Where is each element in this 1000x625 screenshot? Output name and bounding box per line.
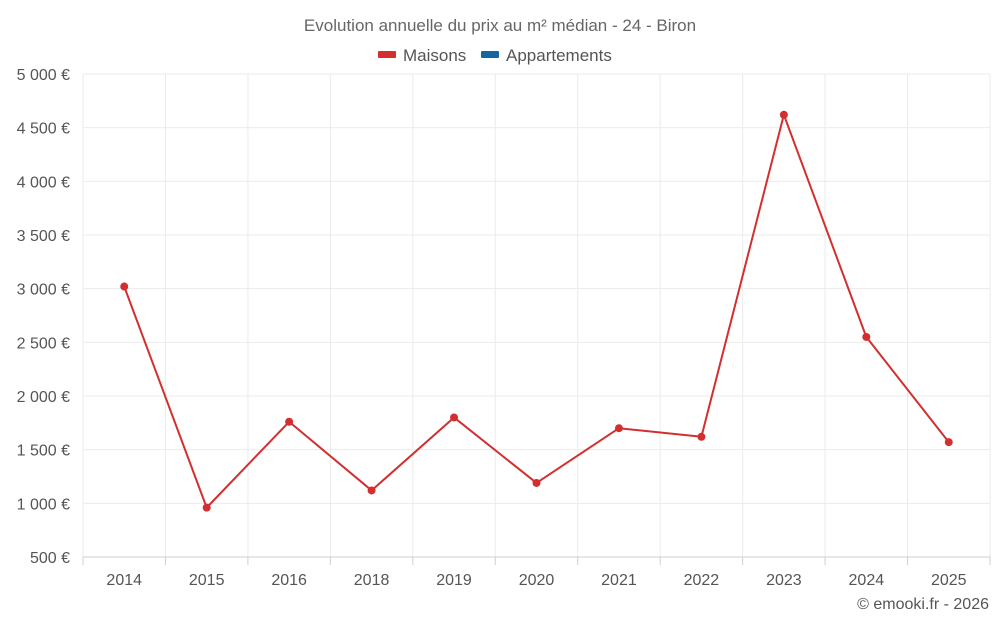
x-tick-label: 2020 [519,572,555,589]
y-tick-label: 1 000 € [17,496,70,513]
y-tick-label: 1 500 € [17,443,70,460]
x-axis-ticks: 2014 2015 2016 2018 2019 2020 2021 2022 2023 2024… [82,557,991,589]
x-tick-label: 2016 [271,572,307,589]
x-tick-label: 2014 [106,572,142,589]
data-point[interactable] [367,486,376,495]
x-tick-label: 2025 [931,572,967,589]
legend-swatch-maisons [378,51,396,58]
data-point[interactable] [697,432,706,441]
y-tick-label: 4 500 € [17,121,70,138]
y-tick-label: 500 € [30,550,70,567]
y-tick-label: 5 000 € [17,67,70,84]
y-tick-label: 3 000 € [17,282,70,299]
data-point[interactable] [862,332,871,341]
data-point[interactable] [944,438,953,447]
y-tick-label: 2 000 € [17,389,70,406]
x-tick-label: 2015 [189,572,225,589]
data-point[interactable] [120,282,129,291]
x-tick-label: 2018 [354,572,390,589]
data-point[interactable] [450,413,459,422]
x-tick-label: 2022 [684,572,720,589]
y-tick-label: 2 500 € [17,335,70,352]
x-grid [82,74,991,557]
legend: Maisons Appartements [378,46,612,65]
data-point[interactable] [285,417,294,426]
data-point[interactable] [202,503,211,512]
legend-label-appartements: Appartements [506,46,612,65]
credit-text: © emooki.fr - 2026 [857,596,989,613]
y-axis-ticks: 5 000 € 4 500 € 4 000 € 3 500 € 3 000 € 2 500… [17,67,70,567]
y-grid [83,73,990,504]
chart-title: Evolution annuelle du prix au m² médian … [304,16,696,35]
y-tick-label: 4 000 € [17,174,70,191]
legend-swatch-appartements [481,51,499,58]
data-point[interactable] [779,110,788,119]
legend-item-maisons[interactable]: Maisons [378,46,466,65]
series-maisons [120,110,953,512]
legend-label-maisons: Maisons [403,46,466,65]
x-tick-label: 2024 [849,572,885,589]
y-tick-label: 3 500 € [17,228,70,245]
data-point[interactable] [532,478,541,487]
x-tick-label: 2021 [601,572,637,589]
x-tick-label: 2023 [766,572,802,589]
legend-item-appartements[interactable]: Appartements [481,46,612,65]
data-point[interactable] [614,424,623,433]
x-tick-label: 2019 [436,572,472,589]
